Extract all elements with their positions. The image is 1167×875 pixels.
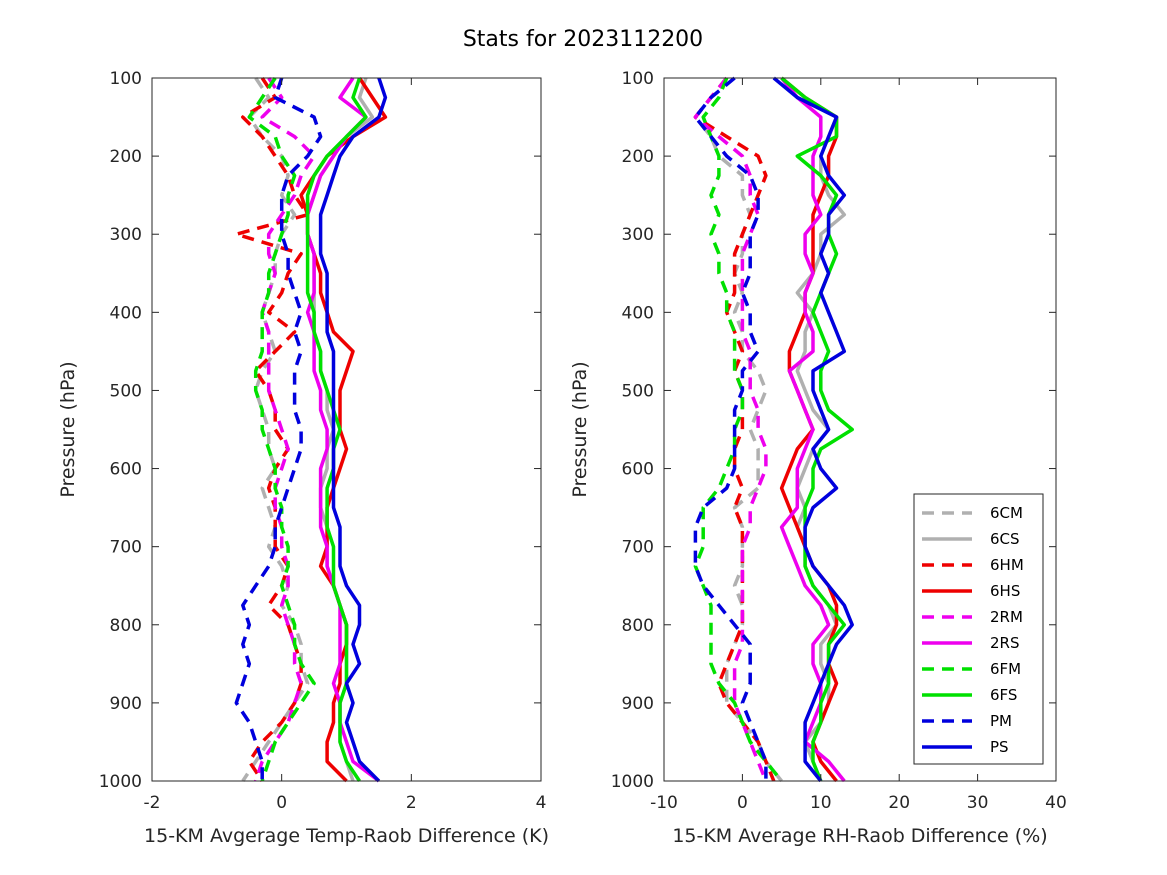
rh-y-tick-label: 800 xyxy=(622,616,654,636)
rh-x-tick-label: 0 xyxy=(737,793,748,813)
temp-y-axis-label: Pressure (hPa) xyxy=(57,361,79,497)
rh-series-line-2rs xyxy=(779,76,846,783)
temp-x-axis-label: 15-KM Avgerage Temp-Raob Difference (K) xyxy=(144,825,549,847)
rh-series-line-6cm xyxy=(693,76,783,783)
figure-title: Stats for 2023112200 xyxy=(463,27,703,52)
rh-series-line-ps xyxy=(772,76,854,783)
temp-x-tick-label: 2 xyxy=(406,793,417,813)
rh-y-tick-label: 900 xyxy=(622,694,654,714)
temp-difference-panel: -2 0 2 4 100 200 300 400 500 600 700 800 900 1000 15-… xyxy=(57,69,549,847)
temp-y-tick-label: 100 xyxy=(110,69,142,89)
temp-series-line-ps xyxy=(318,77,388,783)
rh-axes-frame xyxy=(663,77,1057,782)
rh-y-tick-label: 300 xyxy=(622,225,654,245)
temp-y-tick-label: 700 xyxy=(110,538,142,558)
temp-x-tick-label: 0 xyxy=(276,793,287,813)
rh-y-tick-label: 500 xyxy=(622,381,654,401)
legend-label-pm: PM xyxy=(990,712,1012,730)
temp-y-tick-label: 500 xyxy=(110,381,142,401)
legend-label-6hm: 6HM xyxy=(990,556,1024,574)
rh-y-tick-label: 400 xyxy=(622,303,654,323)
temp-y-tick-label: 300 xyxy=(110,225,142,245)
rh-x-axis-label: 15-KM Average RH-Raob Difference (%) xyxy=(672,825,1047,847)
temp-y-tick-label: 600 xyxy=(110,460,142,480)
temp-x-tick-label: -2 xyxy=(144,793,161,813)
rh-x-tick-label: 40 xyxy=(1045,793,1067,813)
rh-x-tick-label: -10 xyxy=(650,793,678,813)
rh-y-tick-label: 600 xyxy=(622,460,654,480)
legend-label-6fm: 6FM xyxy=(990,660,1021,678)
legend-label-6cs: 6CS xyxy=(990,530,1020,548)
temp-series-line-6fs xyxy=(305,77,368,782)
rh-series-line-6fm xyxy=(693,77,783,783)
legend-box xyxy=(913,493,1044,765)
temp-y-tick-label: 800 xyxy=(110,616,142,636)
legend-label-2rm: 2RM xyxy=(990,608,1023,626)
rh-y-tick-label: 100 xyxy=(622,69,654,89)
temp-y-tick-label: 200 xyxy=(110,147,142,167)
rh-series-line-2rm xyxy=(693,76,768,782)
legend: 6CM 6CS 6HM 6HS 2RM 2RS 6FM 6FS PM PS xyxy=(913,493,1044,765)
temp-y-tick-label: 900 xyxy=(110,694,142,714)
rh-x-tick-label: 30 xyxy=(967,793,989,813)
rh-y-tick-label: 700 xyxy=(622,538,654,558)
temp-series-line-2rm xyxy=(254,77,316,782)
legend-label-6hs: 6HS xyxy=(990,582,1020,600)
rh-x-tick-label: 10 xyxy=(810,793,832,813)
temp-axes-frame xyxy=(151,77,542,782)
legend-label-6fs: 6FS xyxy=(990,686,1017,704)
rh-y-axis-label: Pressure (hPa) xyxy=(569,361,591,497)
rh-y-tick-label: 200 xyxy=(622,147,654,167)
rh-y-tick-label: 1000 xyxy=(611,772,654,792)
temp-y-tick-label: 400 xyxy=(110,303,142,323)
temp-series-line-pm xyxy=(234,77,323,781)
temp-y-tick-label: 1000 xyxy=(99,772,142,792)
rh-series-line-6hm xyxy=(693,76,776,782)
temp-series-line-2rs xyxy=(305,77,380,783)
temp-x-tick-label: 4 xyxy=(536,793,547,813)
legend-label-2rs: 2RS xyxy=(990,634,1020,652)
rh-series-line-pm xyxy=(693,76,768,781)
rh-difference-panel: -10 0 10 20 30 40 100 200 300 400 500 600 700 800 900 1… xyxy=(569,69,1067,847)
legend-label-6cm: 6CM xyxy=(990,504,1023,522)
rh-x-tick-label: 20 xyxy=(888,793,910,813)
legend-label-ps: PS xyxy=(990,738,1009,756)
temp-series-line-6fm xyxy=(247,77,316,782)
